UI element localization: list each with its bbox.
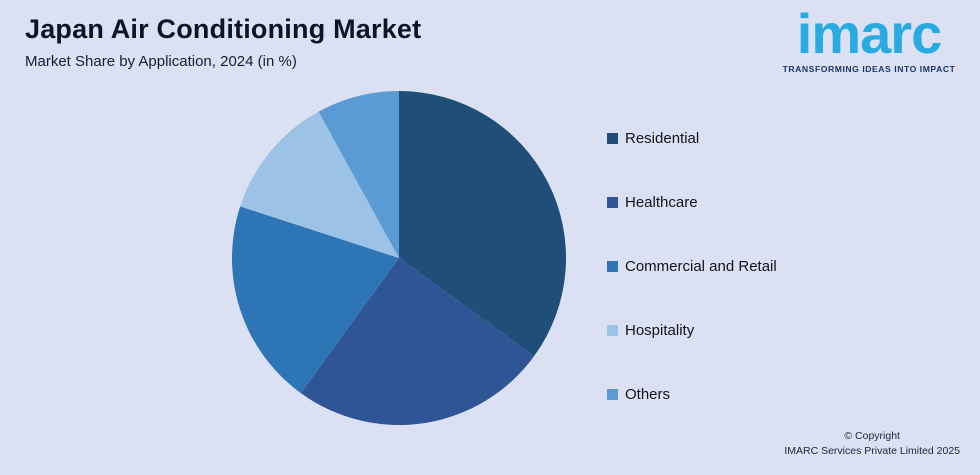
- pie-slice-residential: [399, 91, 566, 357]
- legend-item-commercial-and-retail: Commercial and Retail: [607, 257, 777, 275]
- pie-slice-commercial-and-retail: [232, 206, 399, 394]
- imarc-logo-tagline: TRANSFORMING IDEAS INTO IMPACT: [782, 64, 956, 74]
- legend-label: Hospitality: [625, 321, 695, 339]
- chart-header: Japan Air Conditioning Market Market Sha…: [25, 14, 421, 70]
- copyright-line1: © Copyright: [844, 429, 900, 442]
- legend-label: Residential: [625, 129, 700, 147]
- chart-subtitle: Market Share by Application, 2024 (in %): [25, 53, 297, 70]
- legend-item-others: Others: [607, 385, 777, 403]
- pie-slice-hospitality: [240, 111, 399, 258]
- imarc-logo: imarc TRANSFORMING IDEAS INTO IMPACT: [780, 2, 958, 75]
- copyright-notice: © Copyright IMARC Services Private Limit…: [784, 429, 960, 461]
- legend-swatch: [607, 388, 618, 400]
- legend-label: Healthcare: [625, 193, 698, 211]
- page-title: Japan Air Conditioning Market: [25, 14, 422, 44]
- legend-swatch: [607, 324, 618, 336]
- pie-slice-healthcare: [300, 258, 535, 425]
- legend-item-residential: Residential: [607, 129, 777, 147]
- copyright-line2: IMARC Services Private Limited 2025: [784, 445, 960, 458]
- imarc-logo-wordmark: imarc: [796, 2, 942, 65]
- pie-slice-others: [318, 91, 399, 258]
- legend-swatch: [607, 260, 618, 272]
- pie-chart: [232, 91, 566, 425]
- legend-item-hospitality: Hospitality: [607, 321, 777, 339]
- legend-label: Commercial and Retail: [625, 257, 777, 275]
- pie-chart-container: [232, 91, 566, 425]
- legend-label: Others: [625, 385, 671, 403]
- chart-legend: Residential Healthcare Commercial and Reta…: [607, 129, 777, 403]
- legend-item-healthcare: Healthcare: [607, 193, 777, 211]
- legend-swatch: [607, 132, 618, 144]
- legend-swatch: [607, 196, 618, 208]
